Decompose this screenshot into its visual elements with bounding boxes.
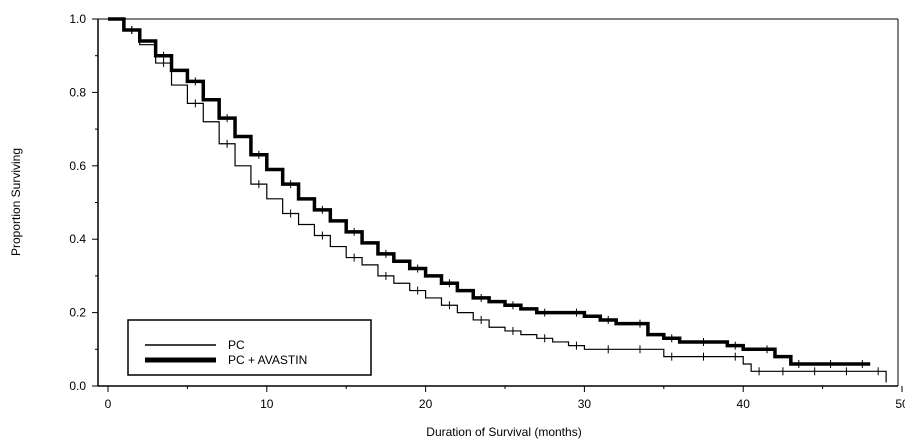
series-line-pc	[108, 18, 887, 383]
y-tick-label: 0.8	[69, 85, 86, 99]
x-tick-label: 20	[419, 397, 433, 411]
y-tick-label: 1.0	[69, 12, 86, 26]
x-tick-label: 0	[105, 397, 112, 411]
series-layer	[108, 17, 887, 383]
x-tick-label: 40	[737, 397, 751, 411]
x-tick-label: 50	[895, 397, 905, 411]
legend-label: PC + AVASTIN	[228, 353, 307, 367]
legend-label: PC	[228, 338, 245, 352]
x-axis-label: Duration of Survival (months)	[426, 425, 581, 439]
y-tick-label: 0.4	[69, 232, 86, 246]
x-tick-label: 30	[578, 397, 592, 411]
axes: 0 10 20 30 40 50 0.0 0.2 0.4 0.6 0.8 1.0	[69, 12, 905, 411]
y-tick-label: 0.2	[69, 306, 86, 320]
y-tick-label: 0.6	[69, 159, 86, 173]
series-line-pc-avastin	[108, 17, 871, 366]
x-tick-label: 10	[260, 397, 274, 411]
y-axis-label: Proportion Surviving	[9, 148, 23, 256]
legend-box	[127, 319, 372, 376]
y-tick-label: 0.0	[69, 379, 86, 393]
